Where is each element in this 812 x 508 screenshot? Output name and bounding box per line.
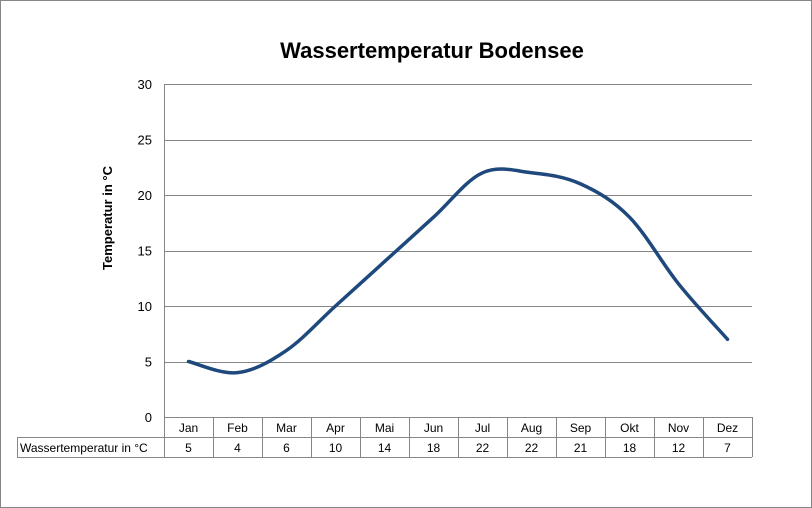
data-point	[628, 215, 632, 219]
x-tick-label: Jul	[475, 421, 490, 435]
data-point	[677, 282, 681, 286]
data-label: 18	[623, 441, 637, 455]
data-label: 10	[329, 441, 343, 455]
y-tick-label: 5	[145, 355, 152, 370]
data-point	[383, 260, 387, 264]
data-point	[285, 348, 289, 352]
y-tick-label: 0	[145, 410, 152, 425]
data-point	[579, 182, 583, 186]
data-point	[481, 171, 485, 175]
data-point	[334, 304, 338, 308]
data-label: 6	[283, 441, 290, 455]
x-tick-label: Apr	[326, 421, 345, 435]
x-tick-label: Dez	[717, 421, 738, 435]
series-lines	[186, 167, 730, 375]
y-tick-label: 10	[138, 299, 152, 314]
x-tick-label: Nov	[668, 421, 689, 435]
x-tick-label: Okt	[620, 421, 639, 435]
x-tick-label: Sep	[570, 421, 592, 435]
y-tick-label: 15	[138, 244, 152, 259]
data-label: 22	[525, 441, 539, 455]
series-name-label: Wassertemperatur in °C	[20, 441, 148, 455]
data-point	[530, 171, 534, 175]
data-point	[432, 215, 436, 219]
x-tick-label: Feb	[227, 421, 248, 435]
data-point	[187, 360, 191, 364]
y-tick-label: 25	[138, 133, 152, 148]
chart-title: Wassertemperatur Bodensee	[280, 38, 584, 63]
grid-lines	[164, 84, 752, 457]
y-tick-labels: 0 5 10 15 20 25 30	[138, 77, 152, 425]
data-label: 7	[724, 441, 731, 455]
data-table: Jan Feb Mar Apr Mai Jun Jul Aug Sep Okt Nov Dez Wass…	[17, 417, 753, 458]
data-label: 4	[234, 441, 241, 455]
data-label: 12	[672, 441, 686, 455]
x-tick-label: Aug	[521, 421, 542, 435]
data-label: 22	[476, 441, 490, 455]
data-label: 5	[185, 441, 192, 455]
data-label: 21	[574, 441, 588, 455]
series-line	[186, 167, 730, 375]
y-tick-label: 30	[138, 77, 152, 92]
x-tick-label: Mar	[276, 421, 297, 435]
x-tick-label: Jun	[424, 421, 443, 435]
y-tick-label: 20	[138, 188, 152, 203]
data-label: 14	[378, 441, 392, 455]
data-point	[236, 371, 240, 375]
x-tick-label: Jan	[179, 421, 198, 435]
data-label: 18	[427, 441, 441, 455]
x-tick-label: Mai	[375, 421, 394, 435]
y-axis-label: Temperatur in °C	[100, 165, 115, 270]
data-point	[726, 337, 730, 341]
